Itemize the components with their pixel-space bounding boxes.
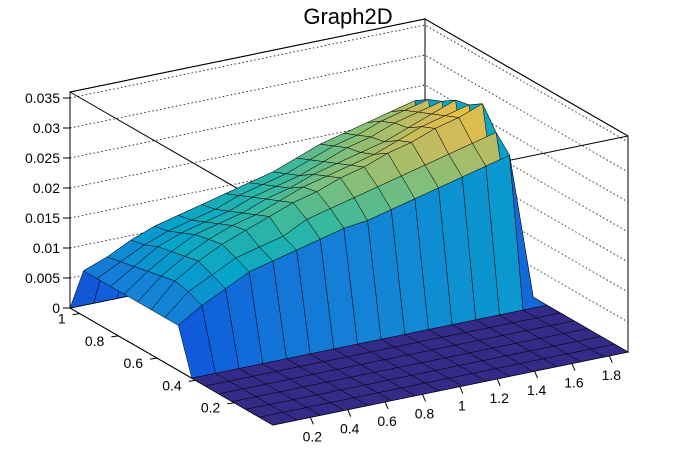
x-tick-mark-5 <box>496 378 501 387</box>
chart-title: Graph2D <box>303 4 392 29</box>
surface-cell-0-14 <box>590 343 629 358</box>
x-tick-mark-4 <box>459 386 464 394</box>
x-tick-mark-2 <box>384 401 389 410</box>
x-tick-mark-7 <box>571 363 576 371</box>
x-tick-label-7: 1.6 <box>564 375 584 391</box>
x-tick-label-8: 1.8 <box>602 367 622 383</box>
y-axis: 0.2 0.4 0.6 0.8 1 <box>58 311 235 416</box>
y-tick-label-2: 0.6 <box>124 355 144 371</box>
x-tick-label-3: 0.8 <box>415 405 435 421</box>
z-axis: 0 0.005 0.01 0.015 0.02 0.025 0.03 0.035 <box>25 90 70 316</box>
z-tick-label-4: 0.02 <box>33 180 60 196</box>
x-axis: 0.2 0.4 0.6 0.8 1 1.2 1.4 1.6 1.8 <box>303 355 622 444</box>
y-tick-label-0: 0.2 <box>201 400 221 416</box>
z-tick-label-5: 0.025 <box>25 150 60 166</box>
x-tick-mark-3 <box>422 394 426 402</box>
x-tick-label-5: 1.2 <box>489 390 509 406</box>
y-tick-mark-2 <box>149 357 158 360</box>
z-tick-label-7: 0.035 <box>25 90 60 106</box>
x-tick-label-4: 1 <box>458 398 466 414</box>
z-grid-line-6 <box>69 54 629 173</box>
z-tick-label-0: 0 <box>52 300 60 316</box>
y-tick-mark-1 <box>188 379 196 382</box>
z-grid-line-5 <box>69 84 629 203</box>
y-tick-label-3: 0.8 <box>85 333 105 349</box>
x-tick-label-2: 0.6 <box>377 413 397 429</box>
top-back-edge <box>69 18 426 93</box>
x-tick-mark-6 <box>534 371 539 379</box>
z-grid-line-7 <box>69 24 629 143</box>
x-tick-label-1: 0.4 <box>340 421 360 437</box>
y-tick-label-1: 0.4 <box>162 377 182 393</box>
y-tick-mark-0 <box>227 402 235 405</box>
x-tick-mark-8 <box>608 355 613 364</box>
y-tick-label-4: 1 <box>58 311 66 327</box>
y-tick-mark-3 <box>111 335 119 338</box>
z-grid-line-4 <box>69 114 629 233</box>
x-tick-label-6: 1.4 <box>527 382 547 398</box>
x-tick-label-0: 0.2 <box>303 428 323 444</box>
x-tick-mark-1 <box>347 409 352 417</box>
z-tick-label-1: 0.005 <box>25 270 60 286</box>
x-tick-mark-0 <box>309 417 314 425</box>
z-tick-label-6: 0.03 <box>33 120 60 136</box>
z-grid-line-3 <box>69 144 629 263</box>
y-tick-mark-4 <box>72 313 80 316</box>
z-tick-label-2: 0.01 <box>33 240 60 256</box>
surface-mesh <box>69 99 629 426</box>
top-right-edge <box>424 18 629 137</box>
z-tick-label-3: 0.015 <box>25 210 60 226</box>
